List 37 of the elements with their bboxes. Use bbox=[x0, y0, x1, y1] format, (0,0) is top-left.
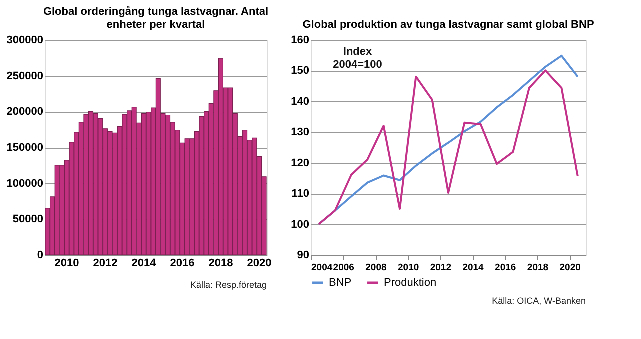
y-tick-label: 130 bbox=[291, 126, 310, 139]
y-tick-label: 110 bbox=[292, 188, 310, 200]
x-tick-label: 2008 bbox=[366, 262, 387, 274]
y-tick-label: 300000 bbox=[6, 34, 44, 46]
y-tick-label: 100 bbox=[291, 218, 310, 231]
x-tick-label: 2014 bbox=[132, 258, 158, 270]
y-tick-label: 160 bbox=[291, 34, 310, 46]
y-tick-label: 0 bbox=[37, 250, 44, 262]
x-tick-label: 2020 bbox=[247, 258, 272, 270]
text: Källa: OICA, W-Banken bbox=[492, 296, 586, 306]
x-tick-label: 2016 bbox=[495, 262, 516, 274]
y-tick-label: 200000 bbox=[6, 106, 44, 118]
y-tick-label: 140 bbox=[291, 96, 310, 108]
x-tick-label: 2014 bbox=[462, 262, 485, 274]
annotation: Index 2004=100 bbox=[333, 46, 382, 71]
legend-label: Produktion bbox=[384, 277, 437, 289]
x-tick-label: 2004 bbox=[312, 262, 334, 274]
y-tick-label: 150000 bbox=[6, 142, 44, 154]
x-tick-label: 2012 bbox=[430, 262, 452, 274]
x-tick-label: 2010 bbox=[54, 258, 80, 270]
y-tick-label: 90 bbox=[297, 250, 310, 262]
y-tick-label: 100000 bbox=[6, 178, 44, 190]
chart-title: Global produktion av tunga lastvagnar samt global BNP bbox=[302, 19, 594, 31]
y-tick-label: 120 bbox=[291, 157, 310, 170]
y-tick-label: 50000 bbox=[12, 214, 44, 226]
text: Källa: Resp.företag bbox=[190, 280, 267, 290]
chart-title: Global orderingång tunga lastvagnar. Antal enheter per kvartal bbox=[43, 5, 269, 31]
x-tick-label: 2006 bbox=[333, 262, 354, 274]
legend-label: BNP bbox=[329, 277, 352, 289]
x-tick-label: 2018 bbox=[208, 258, 234, 270]
x-tick-label: 2012 bbox=[93, 258, 118, 270]
x-tick-label: 2016 bbox=[170, 258, 195, 270]
y-tick-label: 150 bbox=[291, 65, 310, 78]
y-tick-label: 250000 bbox=[6, 70, 44, 82]
x-tick-label: 2018 bbox=[527, 262, 549, 274]
x-tick-label: 2020 bbox=[560, 262, 581, 274]
x-tick-label: 2010 bbox=[398, 262, 420, 274]
